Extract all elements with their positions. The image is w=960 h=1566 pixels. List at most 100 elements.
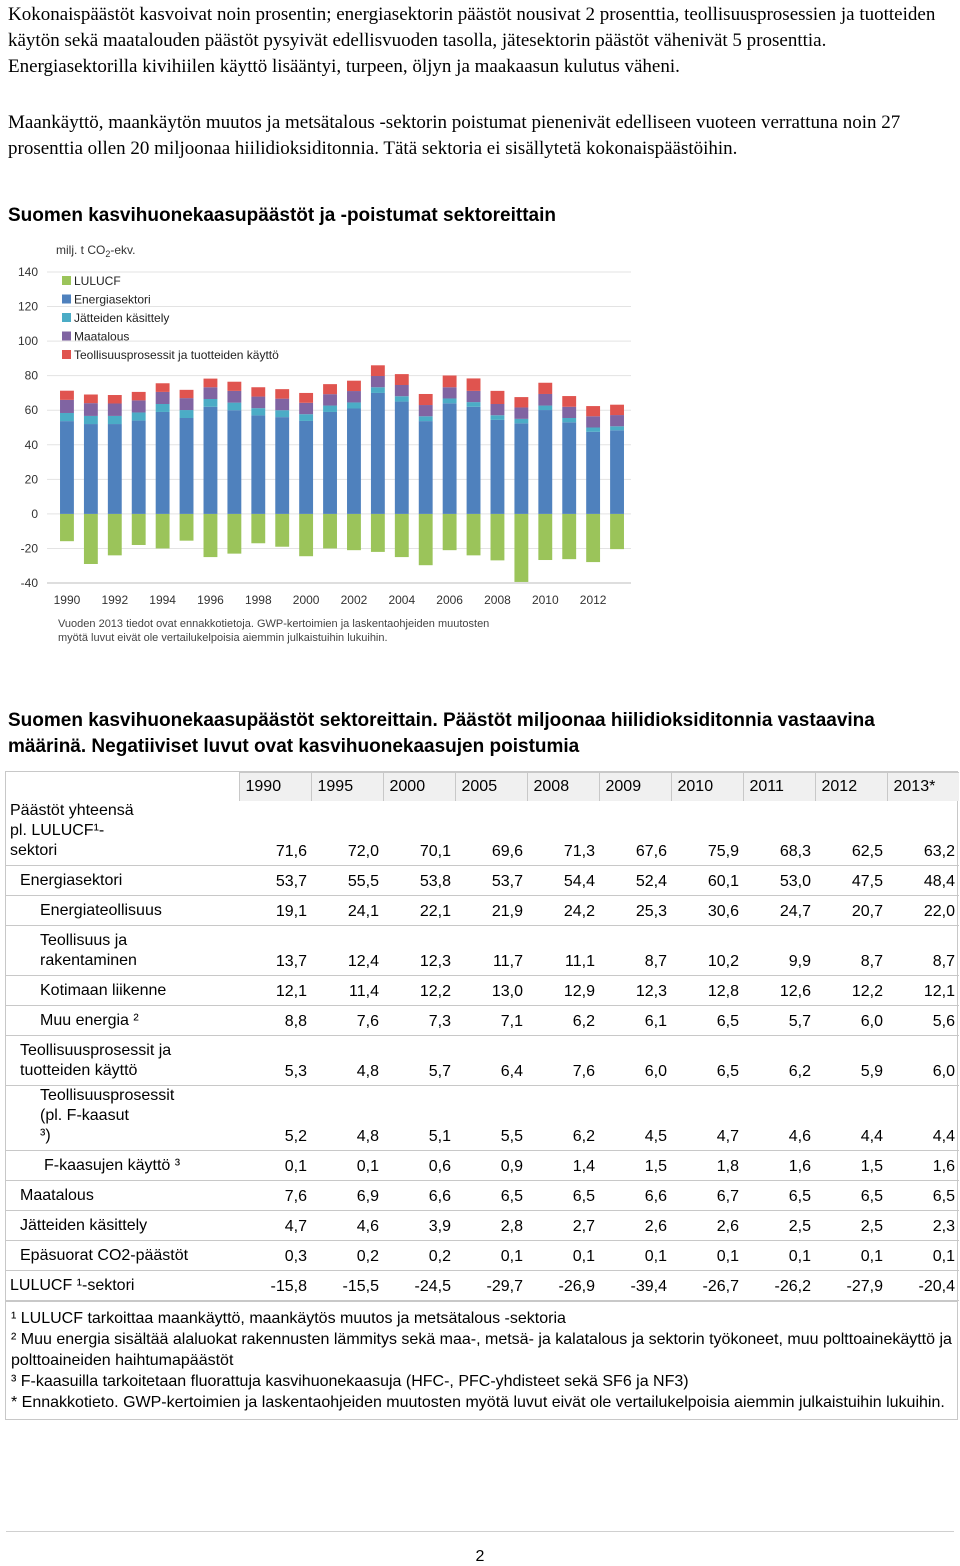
table-cell: 2,7: [527, 1210, 599, 1241]
chart-y-tick-label: 140: [18, 265, 38, 279]
chart-bar-segment: [203, 398, 218, 407]
table-cell: 7,6: [239, 1180, 311, 1211]
table-cell: 11,4: [311, 975, 383, 1006]
table-cell: 4,7: [239, 1210, 311, 1241]
table-cell: 4,8: [311, 1035, 383, 1086]
chart-bar-segment: [610, 415, 624, 427]
chart-bar-segment: [370, 392, 385, 514]
table-cell: 0,1: [599, 1240, 671, 1271]
chart-bar-segment: [610, 404, 624, 416]
chart-bar-segment: [394, 384, 409, 397]
chart-unit-label: milj. t CO2-ekv.: [56, 243, 135, 259]
table-cell: 6,0: [599, 1035, 671, 1086]
table-cell: 8,7: [887, 925, 959, 976]
chart-legend-label: Teollisuusprosessit ja tuotteiden käyttö: [74, 348, 279, 362]
chart-bar-segment: [418, 513, 433, 566]
emissions-table: 1990 1995 2000 2005 2008 2009 2010 2011 2012 2013…: [5, 771, 959, 1420]
chart-bar-segment: [60, 390, 74, 400]
intro-paragraph-1: Kokonaispäästöt kasvoivat noin prosentin…: [8, 4, 936, 77]
table-header-year: 2012: [814, 772, 887, 801]
table-cell: 4,5: [599, 1085, 671, 1151]
table-cell: 0,1: [815, 1240, 887, 1271]
table-cell: 53,0: [743, 865, 815, 896]
table-row: Maatalous 7,6 6,9 6,6 6,5 6,5 6,6 6,7 6,5 6,5 6,5: [6, 1180, 959, 1211]
chart-legend-label: Energiasektori: [74, 293, 151, 307]
table-cell: -26,2: [743, 1270, 815, 1301]
table-cell: 67,6: [599, 801, 671, 866]
table-cell: 12,4: [311, 925, 383, 976]
chart-bar-segment: [275, 513, 290, 547]
chart-x-tick-label: 1996: [197, 593, 224, 607]
table-cell: 0,1: [311, 1150, 383, 1181]
chart-bar-segment: [107, 395, 122, 404]
chart-bar-segment: [323, 394, 337, 406]
table-cell: 2,5: [815, 1210, 887, 1241]
table-cell: 1,6: [743, 1150, 815, 1181]
chart-bar-segment: [155, 391, 170, 405]
chart-x-tick-label: 1998: [245, 593, 272, 607]
table-row: LULUCF ¹-sektori -15,8 -15,5 -24,5 -29,7 -26,…: [6, 1270, 959, 1301]
chart-y-tick-label: 60: [25, 403, 39, 417]
chart-bar-segment: [418, 421, 433, 514]
chart-bar-segment: [514, 407, 529, 419]
chart-x-tick-label: 2008: [484, 593, 511, 607]
table-cell: 12,1: [239, 975, 311, 1006]
chart-bar-segment: [179, 513, 194, 541]
table-cell: 0,2: [383, 1240, 455, 1271]
table-cell: -15,8: [239, 1270, 311, 1301]
chart-bar-segment: [586, 513, 601, 563]
table-cell: -39,4: [599, 1270, 671, 1301]
chart-bar-segment: [299, 402, 314, 415]
chart-bar-segment: [107, 513, 122, 556]
chart-bar-segment: [442, 513, 457, 551]
chart-bar-segment: [155, 404, 170, 412]
chart-bar-segment: [586, 406, 601, 417]
chart-bar-segment: [490, 513, 505, 561]
chart-bar-segment: [107, 415, 122, 425]
chart-x-tick-label: 1990: [54, 593, 81, 607]
table-row: Jätteiden käsittely 4,7 4,6 3,9 2,8 2,7 2,6 2,6…: [6, 1210, 959, 1241]
table-cell: 24,2: [527, 895, 599, 926]
chart-bar-segment: [83, 513, 98, 564]
chart-bar-segment: [490, 404, 505, 416]
chart-bar-segment: [347, 408, 361, 514]
chart-bar-segment: [60, 421, 74, 514]
table-row-label: Päästöt yhteensä pl. LULUCF¹-sektori: [6, 801, 239, 866]
chart-bar-segment: [514, 423, 529, 514]
table-cell: 6,5: [671, 1035, 743, 1086]
chart-footnote-line2: myötä luvut eivät ole vertailukelpoisia …: [58, 632, 388, 644]
table-cell: -27,9: [815, 1270, 887, 1301]
chart-bar-segment: [323, 513, 337, 549]
table-cell: 7,6: [527, 1035, 599, 1086]
table-cell: 8,7: [599, 925, 671, 976]
chart-y-tick-label: -40: [21, 576, 39, 590]
table-header-year: 2005: [454, 772, 527, 801]
chart-y-tick-label: 80: [25, 369, 39, 383]
chart-bar-segment: [442, 403, 457, 514]
table-cell: 21,9: [455, 895, 527, 926]
chart-bar-segment: [251, 408, 266, 416]
footer-divider: [6, 1531, 954, 1532]
table-cell: 2,6: [671, 1210, 743, 1241]
table-row: Kotimaan liikenne 12,1 11,4 12,2 13,0 12,9 12,…: [6, 975, 959, 1006]
table-cell: 0,6: [383, 1150, 455, 1181]
intro-paragraph-2: Maankäyttö, maankäytön muutos ja metsäta…: [8, 112, 901, 159]
chart-bar-segment: [562, 396, 577, 407]
table-cell: 53,7: [239, 865, 311, 896]
table-cell: 20,7: [815, 895, 887, 926]
chart-bar-segment: [299, 420, 314, 514]
chart-bar-segment: [442, 398, 457, 404]
table-cell: 0,1: [455, 1240, 527, 1271]
table-header-year: 2013*: [886, 772, 959, 801]
emissions-chart-svg: milj. t CO2-ekv. -40 -20 0 20 40 60 80 100 120 140…: [18, 243, 631, 644]
chart-bar-segment: [275, 417, 290, 514]
table-cell: 6,9: [311, 1180, 383, 1211]
chart-bar-segment: [131, 412, 146, 421]
table-row: Teollisuus ja rakentaminen 13,7 12,4 12,3 11…: [6, 925, 959, 976]
table-header-row: 1990 1995 2000 2005 2008 2009 2010 2011 2012 2013…: [6, 772, 959, 801]
chart-bar-segment: [370, 387, 385, 393]
table-notes: ¹ LULUCF tarkoittaa maankäyttö, maankäyt…: [5, 1302, 958, 1420]
chart-bar-segment: [299, 513, 314, 557]
chart-legend-swatch: [62, 313, 71, 322]
table-row-label: Energiateollisuus: [6, 895, 239, 926]
